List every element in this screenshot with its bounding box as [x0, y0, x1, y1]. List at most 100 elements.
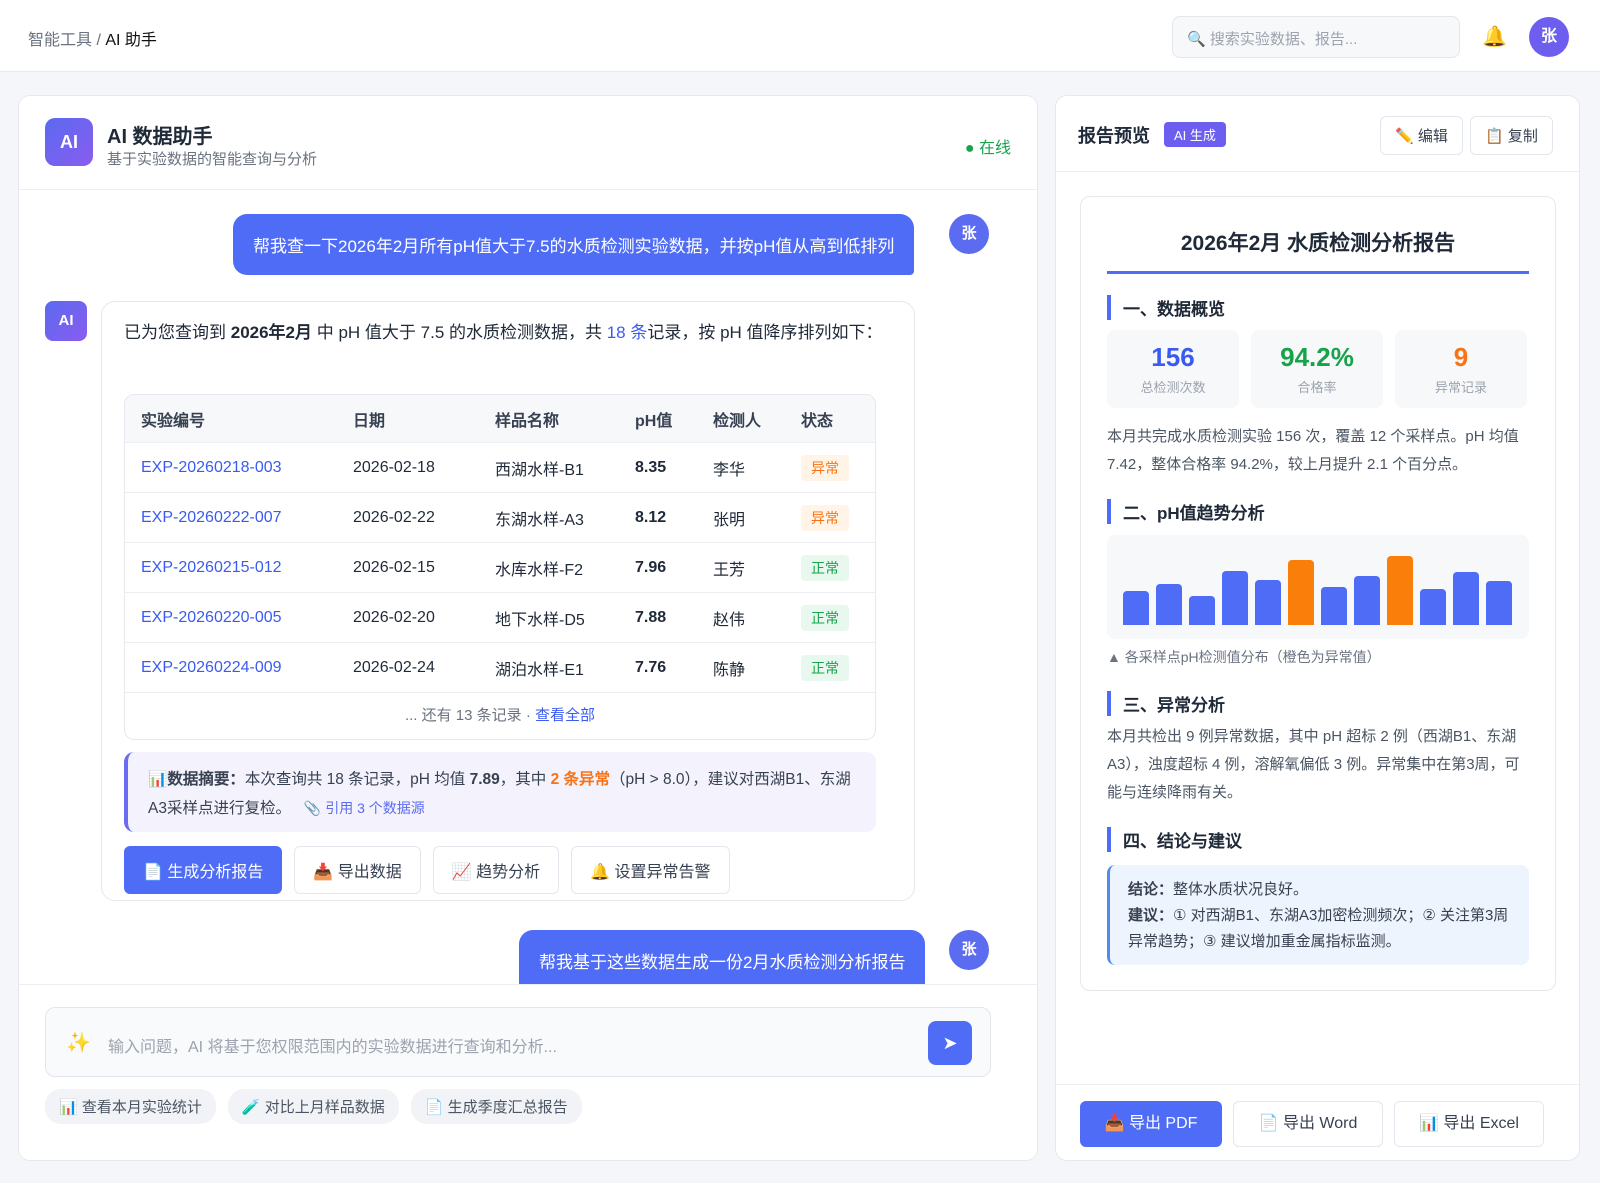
ai-avatar: AI [45, 301, 87, 341]
chart-bar [1420, 589, 1446, 625]
suggestion-chips: 📊 查看本月实验统计 🧪 对比上月样品数据 📄 生成季度汇总报告 [45, 1089, 582, 1124]
table-cell: 异常 [801, 454, 871, 481]
export-word-button[interactable]: 📄 导出 Word [1233, 1101, 1383, 1147]
table-row[interactable]: EXP-20260220-005 2026-02-20 地下水样-D5 7.88 赵伟 正… [125, 593, 875, 643]
table-cell: 王芳 [713, 561, 746, 579]
set-alert-button[interactable]: 🔔 设置异常告警 [571, 846, 730, 894]
online-status: ● 在线 [964, 140, 1011, 157]
experiment-id-link[interactable]: EXP-20260222-007 [141, 508, 282, 526]
search-input[interactable]: 🔍 搜索实验数据、报告... [1172, 16, 1460, 58]
composer: ✨ 输入问题，AI 将基于您权限范围内的实验数据进行查询和分析... ➤ 📊 查… [19, 984, 1037, 1160]
chat-subtitle: 基于实验数据的智能查询与分析 [107, 151, 318, 168]
chip-compare-last-month[interactable]: 🧪 对比上月样品数据 [227, 1089, 399, 1124]
breadcrumb: 智能工具 / AI 助手 [28, 26, 157, 50]
document-title: 2026年2月 水质检测分析报告 [1107, 227, 1529, 274]
table-cell: 2026-02-18 [353, 458, 435, 476]
chart-bar [1123, 590, 1149, 625]
send-button[interactable]: ➤ [928, 1021, 972, 1065]
status-badge: 异常 [801, 504, 849, 531]
input-placeholder: 输入问题，AI 将基于您权限范围内的实验数据进行查询和分析... [108, 1039, 557, 1056]
search-placeholder: 搜索实验数据、报告... [1209, 31, 1358, 48]
chart-bar [1387, 555, 1413, 625]
experiment-id-link[interactable]: EXP-20260224-009 [141, 658, 282, 676]
report-document: 2026年2月 水质检测分析报告 一、数据概览 156 总检测次数 94.2% 合格… [1080, 196, 1556, 991]
table-cell: 8.35 [635, 458, 667, 476]
table-cell: 2026-02-22 [353, 508, 435, 526]
table-cell: 水库水样-F2 [495, 561, 584, 579]
table-cell: 7.76 [635, 658, 667, 676]
breadcrumb-separator: / [92, 32, 106, 49]
table-header: 实验编号 日期 样品名称 pH值 检测人 状态 [125, 395, 875, 443]
bell-icon[interactable]: 🔔 [1482, 26, 1507, 48]
stat-abnormal: 9 异常记录 [1395, 330, 1527, 408]
table-row[interactable]: EXP-20260222-007 2026-02-22 东湖水样-A3 8.12 张明 异… [125, 493, 875, 543]
experiment-id-link[interactable]: EXP-20260220-005 [141, 608, 282, 626]
overview-text: 本月共完成水质检测实验 156 次，覆盖 12 个采样点。pH 均值 7.42，… [1107, 428, 1519, 473]
table-cell: 2026-02-20 [353, 608, 435, 626]
table-cell: 7.88 [635, 608, 667, 626]
table-cell: 正常 [801, 554, 871, 581]
chip-monthly-stats[interactable]: 📊 查看本月实验统计 [45, 1089, 216, 1124]
report-header: 报告预览 AI 生成 ✏️ 编辑 📋 复制 [1056, 96, 1579, 172]
export-excel-button[interactable]: 📊 导出 Excel [1394, 1101, 1544, 1147]
table-row[interactable]: EXP-20260215-012 2026-02-15 水库水样-F2 7.96 王芳 正… [125, 543, 875, 593]
table-cell: 地下水样-D5 [495, 611, 585, 629]
chart-bar [1354, 575, 1380, 625]
table-row[interactable]: EXP-20260218-003 2026-02-18 西湖水样-B1 8.35 李华 异… [125, 443, 875, 493]
section-heading: 四、结论与建议 [1107, 827, 1242, 852]
table-cell: 7.96 [635, 558, 667, 576]
experiment-id-link[interactable]: EXP-20260218-003 [141, 458, 282, 476]
avatar[interactable]: 张 [1529, 17, 1569, 57]
report-panel: 报告预览 AI 生成 ✏️ 编辑 📋 复制 2026年2月 水质检测分析报告 一… [1055, 95, 1581, 1162]
table-cell: 正常 [801, 654, 871, 681]
section-heading: 二、pH值趋势分析 [1107, 499, 1265, 524]
status-badge: 正常 [801, 654, 849, 681]
copy-button[interactable]: 📋 复制 [1470, 116, 1553, 155]
chart-bar [1222, 571, 1248, 625]
table-cell: 正常 [801, 604, 871, 631]
table-cell: 西湖水样-B1 [495, 461, 584, 479]
section-heading: 三、异常分析 [1107, 691, 1225, 716]
column-header: pH值 [635, 412, 673, 430]
table-cell: 张明 [713, 511, 746, 529]
status-badge: 正常 [801, 604, 849, 631]
stat-pass-rate: 94.2% 合格率 [1251, 330, 1383, 408]
chart-bar [1156, 583, 1182, 625]
export-bar: 📥 导出 PDF 📄 导出 Word 📊 导出 Excel [1056, 1084, 1581, 1162]
sparkle-icon: ✨ [66, 1032, 91, 1054]
chat-header: AI AI 数据助手 基于实验数据的智能查询与分析 ● 在线 [19, 96, 1037, 190]
breadcrumb-parent[interactable]: 智能工具 [28, 32, 93, 49]
ai-reply-text: 已为您查询到 2026年2月 中 pH 值大于 7.5 的水质检测数据，共 18… [124, 323, 883, 342]
status-badge: 正常 [801, 554, 849, 581]
citation-link[interactable]: 📎 引用 3 个数据源 [303, 800, 425, 816]
table-cell: 陈静 [713, 661, 746, 679]
view-all-link[interactable]: 查看全部 [535, 707, 596, 724]
report-title: 报告预览 [1078, 126, 1150, 146]
chart-bar [1288, 560, 1314, 625]
column-header: 日期 [353, 412, 386, 430]
generate-report-button[interactable]: 📄 生成分析报告 [124, 846, 283, 894]
export-data-button[interactable]: 📥 导出数据 [294, 846, 421, 894]
user-avatar: 张 [949, 214, 989, 254]
table-row[interactable]: EXP-20260224-009 2026-02-24 湖泊水样-E1 7.76 陈静 正… [125, 643, 875, 693]
chart-icon: 📊 [148, 771, 168, 788]
ai-message: 已为您查询到 2026年2月 中 pH 值大于 7.5 的水质检测数据，共 18… [101, 301, 915, 901]
table-cell: 2026-02-15 [353, 558, 435, 576]
chart-bar [1321, 587, 1347, 625]
breadcrumb-current: AI 助手 [105, 32, 157, 49]
table-cell: 湖泊水样-E1 [495, 661, 584, 679]
column-header: 检测人 [713, 412, 762, 430]
chat-input[interactable]: ✨ 输入问题，AI 将基于您权限范围内的实验数据进行查询和分析... ➤ [45, 1007, 991, 1077]
edit-button[interactable]: ✏️ 编辑 [1380, 116, 1463, 155]
export-pdf-button[interactable]: 📥 导出 PDF [1080, 1101, 1222, 1147]
trend-analysis-button[interactable]: 📈 趋势分析 [432, 846, 560, 894]
ai-logo: AI [45, 118, 93, 166]
table-cell: 异常 [801, 504, 871, 531]
more-records: ... 还有 13 条记录 · 查看全部 [404, 707, 596, 724]
chip-quarterly-report[interactable]: 📄 生成季度汇总报告 [410, 1089, 582, 1124]
experiment-id-link[interactable]: EXP-20260215-012 [141, 558, 282, 576]
conclusion-box: 结论：整体水质状况良好。 建议：① 对西湖B1、东湖A3加密检测频次；② 关注第… [1107, 865, 1529, 965]
column-header: 状态 [801, 412, 834, 430]
column-header: 实验编号 [141, 412, 206, 430]
chart-bar [1486, 580, 1512, 625]
